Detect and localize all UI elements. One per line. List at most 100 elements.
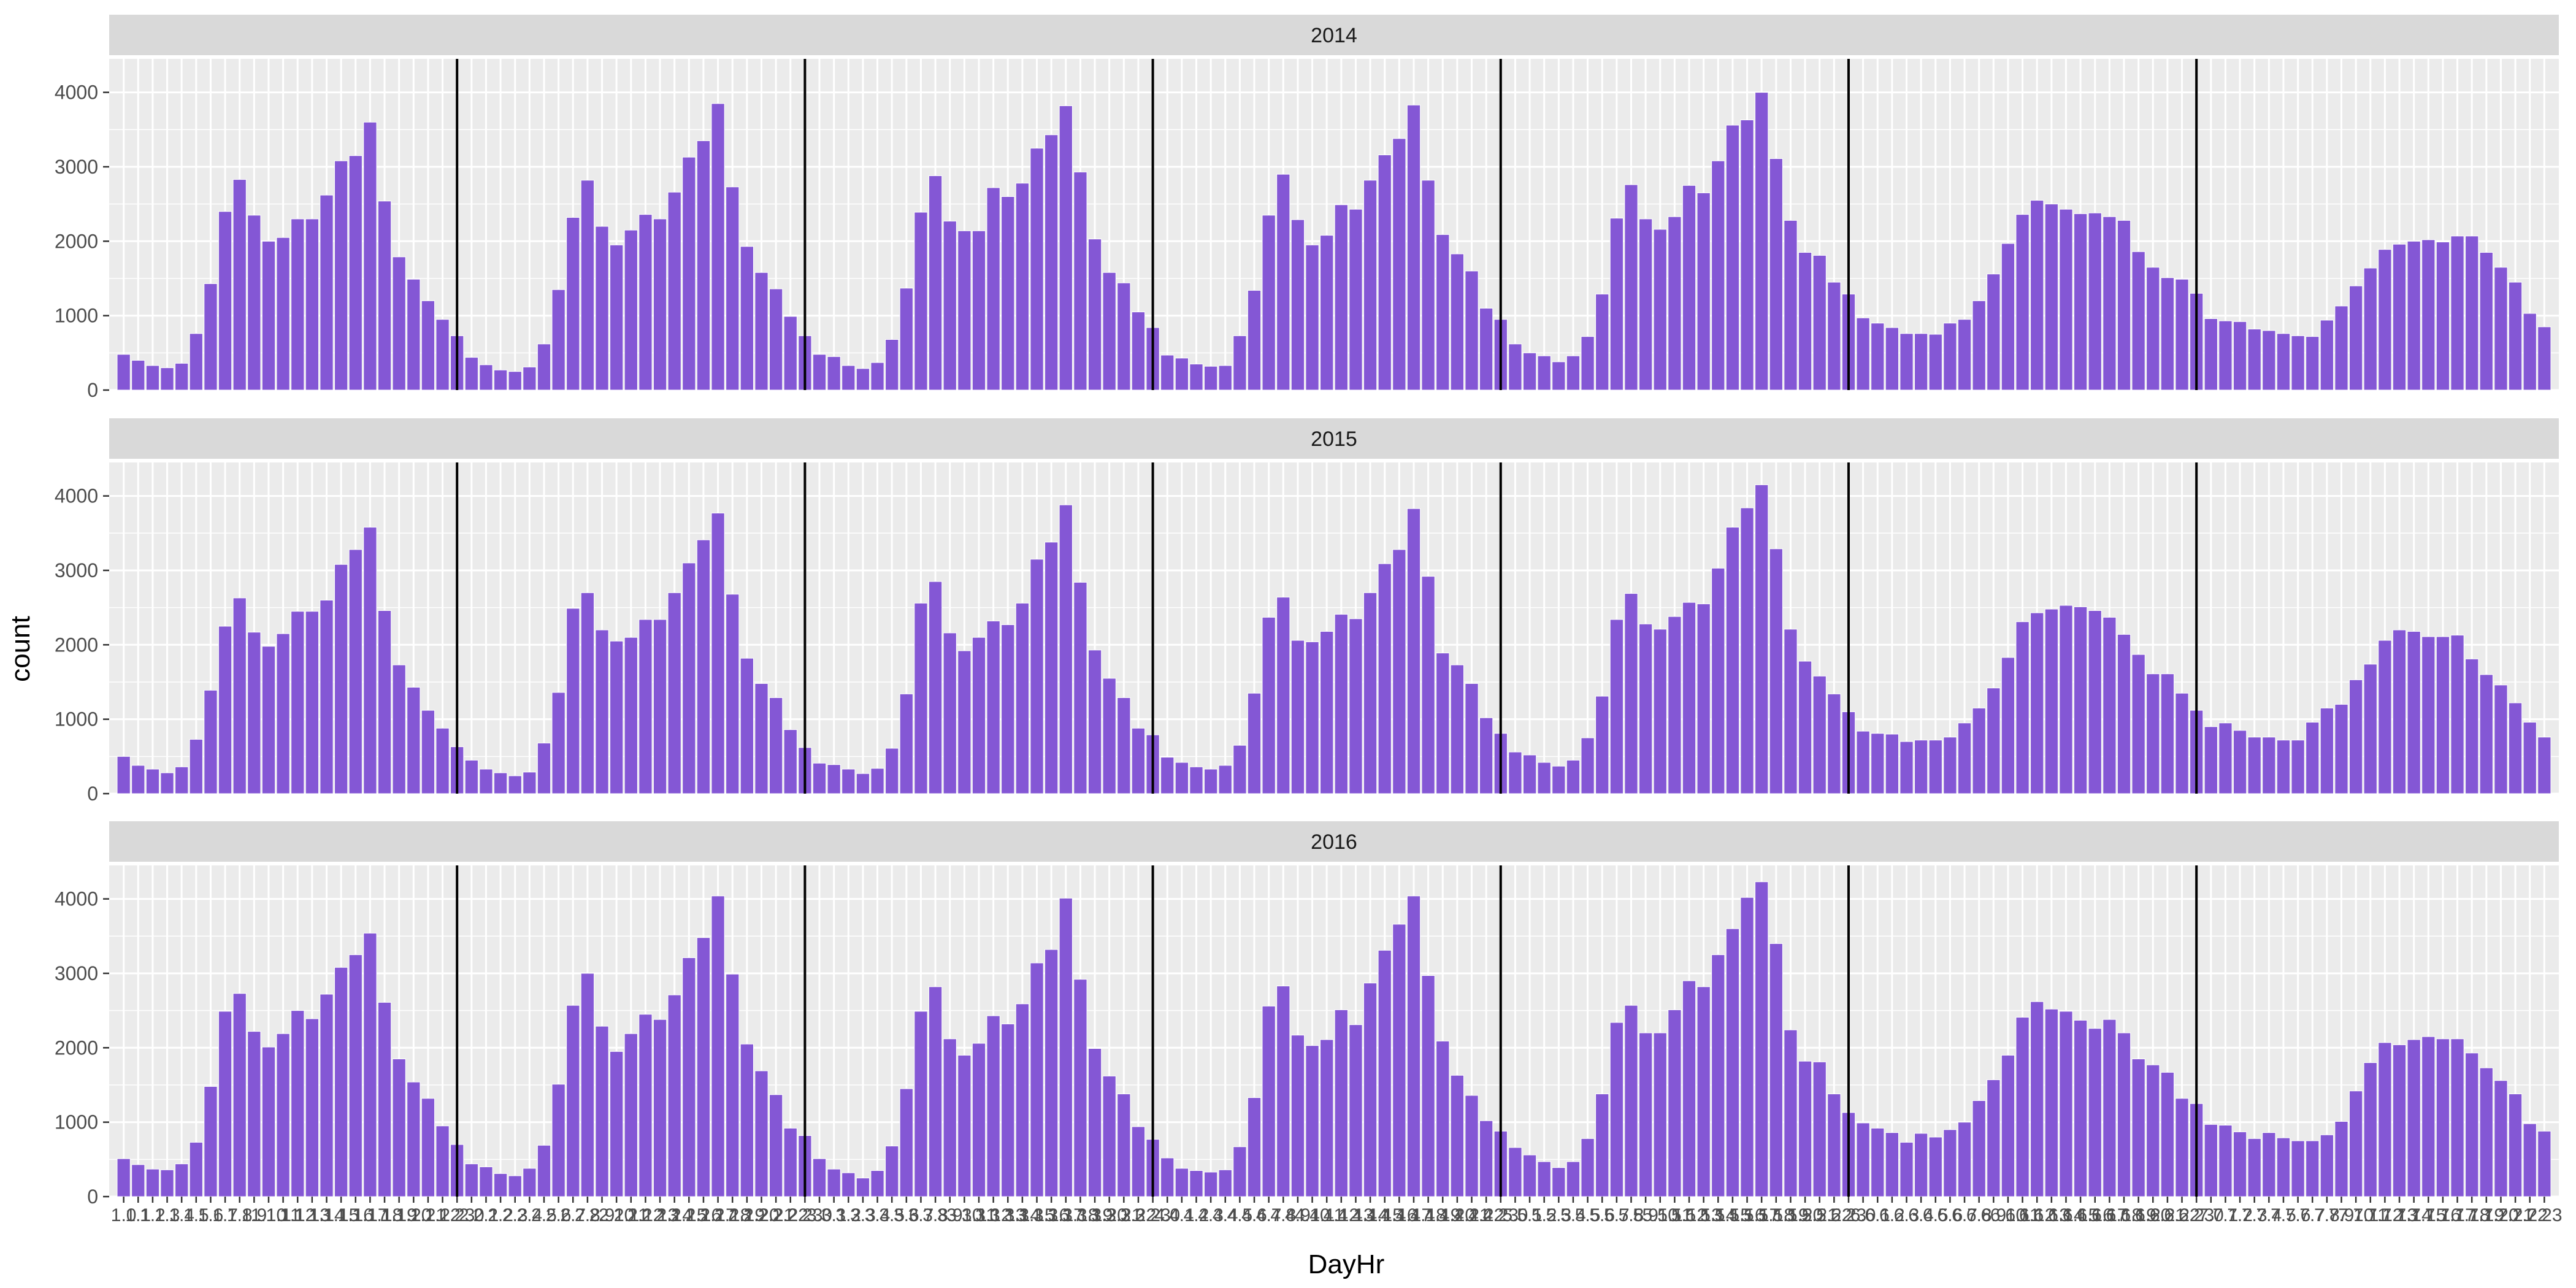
- bar: [566, 608, 580, 794]
- x-tick-label: 5.4: [1560, 1205, 1586, 1225]
- facet-strip: [109, 418, 2559, 459]
- bar: [899, 693, 913, 794]
- bar: [1189, 364, 1203, 391]
- bar: [1725, 928, 1740, 1197]
- bar: [204, 689, 218, 794]
- x-tick-label: 7.0: [2198, 1205, 2224, 1225]
- bar: [1392, 924, 1406, 1197]
- bar: [653, 218, 667, 391]
- y-tick-label: 3000: [55, 559, 98, 581]
- bar: [305, 611, 319, 794]
- bar: [131, 359, 145, 391]
- y-tick-label: 3000: [55, 962, 98, 984]
- bar: [1363, 180, 1378, 391]
- x-tick-label: 2.7: [560, 1205, 586, 1225]
- x-tick-label: 2.10: [599, 1205, 634, 1225]
- x-tick-label: 3.4: [865, 1205, 891, 1225]
- bar: [1305, 244, 1319, 391]
- x-tick-label: 5.16: [1729, 1205, 1765, 1225]
- x-tick-label: 5.3: [1546, 1205, 1571, 1225]
- x-tick-label: 6.3: [1894, 1205, 1920, 1225]
- x-tick-label: 7.18: [2454, 1205, 2490, 1225]
- x-tick-label: 2.13: [642, 1205, 678, 1225]
- bar: [682, 156, 696, 391]
- x-tick-label: 3.7: [908, 1205, 934, 1225]
- bar: [740, 657, 754, 794]
- bar: [870, 768, 884, 794]
- bar: [1189, 766, 1203, 794]
- x-tick-label: 6.18: [2106, 1205, 2142, 1225]
- bar: [1899, 741, 1914, 794]
- bar: [2436, 242, 2450, 391]
- bar: [2131, 654, 2145, 794]
- x-tick-label: 6.6: [1938, 1205, 1963, 1225]
- bar: [1073, 979, 1087, 1197]
- x-tick-label: 7.19: [2469, 1205, 2504, 1225]
- bar: [1957, 1122, 1972, 1197]
- x-tick-label: 1.1: [125, 1205, 151, 1225]
- bar: [1117, 282, 1131, 391]
- bar: [2015, 621, 2030, 794]
- bar: [711, 103, 725, 391]
- bar: [2218, 320, 2233, 391]
- x-tick-label: 5.15: [1715, 1205, 1750, 1225]
- x-tick-label: 4.7: [1256, 1205, 1282, 1225]
- bar: [464, 759, 478, 794]
- bar: [2392, 243, 2407, 391]
- bar: [2363, 664, 2377, 794]
- bar: [2508, 282, 2523, 391]
- x-tick-label: 6.8: [1966, 1205, 1992, 1225]
- bar: [2291, 1140, 2305, 1197]
- bar: [2117, 220, 2131, 391]
- bar: [1073, 171, 1087, 391]
- bar: [899, 288, 913, 391]
- bar: [204, 1086, 218, 1197]
- bar: [841, 365, 856, 391]
- bar: [914, 212, 928, 391]
- y-tick-label: 4000: [55, 485, 98, 507]
- bar: [305, 218, 319, 391]
- y-tick-label: 0: [87, 783, 98, 805]
- bar: [943, 1038, 957, 1197]
- bar: [1233, 1146, 1247, 1197]
- x-tick-label: 6.17: [2091, 1205, 2127, 1225]
- x-tick-label: 7.15: [2410, 1205, 2446, 1225]
- bar: [957, 230, 972, 391]
- bar: [2131, 1059, 2145, 1197]
- bar: [1262, 215, 1276, 391]
- bar: [2465, 236, 2479, 391]
- bar: [2103, 616, 2117, 794]
- bar: [1653, 229, 1667, 391]
- bar: [624, 637, 638, 794]
- bar: [2450, 1038, 2464, 1197]
- bar: [493, 772, 508, 794]
- bar: [218, 626, 232, 794]
- x-tick-label: 3.1: [821, 1205, 847, 1225]
- bar: [1827, 693, 1841, 794]
- bar: [1653, 1032, 1667, 1197]
- bar: [551, 1084, 565, 1197]
- x-tick-label: 4.10: [1294, 1205, 1330, 1225]
- bar: [1508, 751, 1522, 794]
- x-tick-label: 6.1: [1865, 1205, 1890, 1225]
- bar: [667, 191, 681, 391]
- x-tick-label: 4.19: [1425, 1205, 1460, 1225]
- bar: [1450, 1075, 1465, 1197]
- bar: [1899, 1141, 1914, 1197]
- bar: [2262, 1132, 2276, 1197]
- bar: [1609, 218, 1623, 391]
- bar: [1290, 1035, 1305, 1197]
- bar: [2436, 636, 2450, 794]
- x-tick-label: 1.0: [111, 1205, 137, 1225]
- bar: [1668, 616, 1682, 794]
- y-tick-label: 2000: [55, 634, 98, 656]
- bar: [1668, 1009, 1682, 1197]
- bar: [870, 1170, 884, 1197]
- bar: [1349, 618, 1363, 794]
- x-tick-label: 7.11: [2353, 1205, 2388, 1225]
- bar: [638, 1014, 653, 1197]
- bar: [754, 272, 769, 391]
- bar: [1914, 740, 1928, 794]
- bar: [1696, 192, 1711, 391]
- bar: [696, 539, 711, 794]
